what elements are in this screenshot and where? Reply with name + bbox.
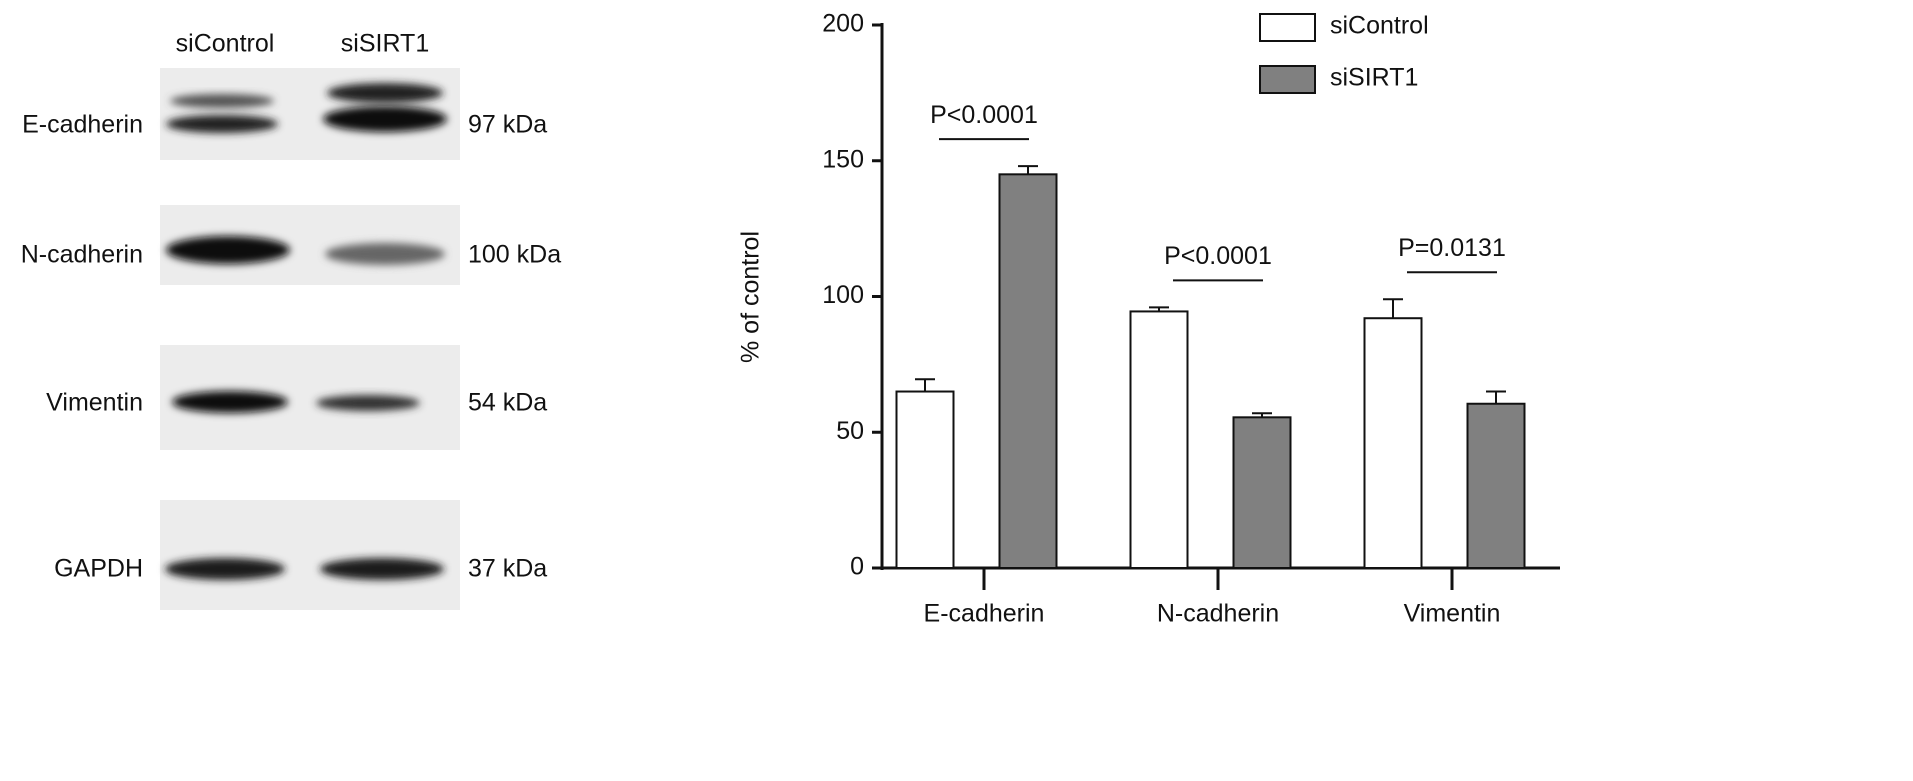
x-tick-label: E-cadherin bbox=[924, 600, 1045, 628]
bar bbox=[1129, 310, 1189, 569]
band bbox=[316, 395, 420, 411]
band bbox=[320, 558, 444, 580]
row-label: N-cadherin bbox=[21, 241, 143, 269]
band bbox=[172, 391, 288, 413]
legend-label: siControl bbox=[1330, 12, 1429, 40]
y-tick-label: 50 bbox=[836, 417, 864, 445]
band bbox=[166, 115, 278, 133]
row-label: Vimentin bbox=[46, 389, 143, 417]
band bbox=[165, 558, 285, 580]
blot-panel bbox=[160, 500, 460, 610]
significance-label: P=0.0131 bbox=[1398, 234, 1506, 262]
band bbox=[166, 236, 290, 264]
size-label: 100 kDa bbox=[468, 241, 561, 269]
legend-swatch bbox=[1259, 13, 1316, 42]
x-tick-label: N-cadherin bbox=[1157, 600, 1279, 628]
row-label: E-cadherin bbox=[22, 111, 143, 139]
x-tick-label: Vimentin bbox=[1404, 600, 1501, 628]
y-tick-label: 0 bbox=[850, 553, 864, 581]
row-label: GAPDH bbox=[54, 555, 143, 583]
band bbox=[323, 106, 447, 132]
y-tick-label: 100 bbox=[822, 281, 864, 309]
bar bbox=[1363, 317, 1423, 569]
bar bbox=[1232, 416, 1292, 569]
size-label: 97 kDa bbox=[468, 111, 547, 139]
legend-label: siSIRT1 bbox=[1330, 64, 1418, 92]
blot-panels bbox=[160, 68, 460, 610]
size-label: 54 kDa bbox=[468, 389, 547, 417]
band bbox=[327, 83, 443, 103]
band bbox=[170, 94, 274, 108]
y-tick-label: 150 bbox=[822, 145, 864, 173]
legend-swatch bbox=[1259, 65, 1316, 94]
lane-label: siControl bbox=[176, 30, 275, 58]
size-label: 37 kDa bbox=[468, 555, 547, 583]
band bbox=[325, 243, 445, 265]
bar bbox=[895, 390, 955, 569]
significance-label: P<0.0001 bbox=[1164, 242, 1272, 270]
bar bbox=[1466, 402, 1526, 569]
lane-label: siSIRT1 bbox=[341, 30, 429, 58]
y-axis-label: % of control bbox=[737, 231, 765, 363]
bar bbox=[998, 173, 1058, 569]
significance-label: P<0.0001 bbox=[930, 101, 1038, 129]
y-tick-label: 200 bbox=[822, 10, 864, 38]
